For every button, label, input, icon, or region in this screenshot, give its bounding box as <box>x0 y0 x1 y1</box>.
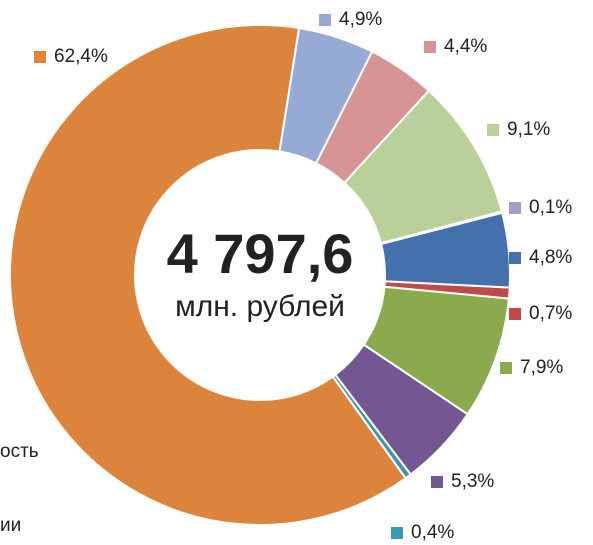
donut-segment <box>9 24 408 526</box>
label-swatch <box>34 51 46 63</box>
data-label: 4,8% <box>529 247 572 268</box>
label-swatch <box>431 476 443 488</box>
donut-segment <box>314 50 431 185</box>
center-label: млн. рублей <box>175 290 345 323</box>
label-swatch <box>487 124 499 136</box>
label-swatch <box>424 41 436 53</box>
donut-segment <box>362 285 510 416</box>
cropped-legend-text: ость <box>0 441 39 462</box>
label-swatch <box>509 202 521 214</box>
label-swatch <box>391 527 403 539</box>
data-label: 9,1% <box>507 119 550 140</box>
data-label: 0,1% <box>529 197 572 218</box>
donut-segment <box>343 89 503 245</box>
data-label: 0,4% <box>411 522 454 543</box>
data-label: 5,3% <box>451 471 494 492</box>
donut-segment <box>333 343 470 476</box>
donut-segment <box>278 26 374 165</box>
label-swatch <box>509 252 521 264</box>
label-swatch <box>509 308 521 320</box>
data-label: 7,9% <box>520 357 563 378</box>
data-label: 4,9% <box>339 9 382 30</box>
data-label: 0,7% <box>529 303 572 324</box>
label-swatch <box>319 14 331 26</box>
label-swatch <box>500 362 512 374</box>
data-label: 4,4% <box>444 36 487 57</box>
center-value: 4 797,6 <box>167 222 354 285</box>
data-label: 62,4% <box>54 46 108 67</box>
cropped-legend-text: ии <box>0 515 21 536</box>
donut-segment <box>379 211 511 289</box>
